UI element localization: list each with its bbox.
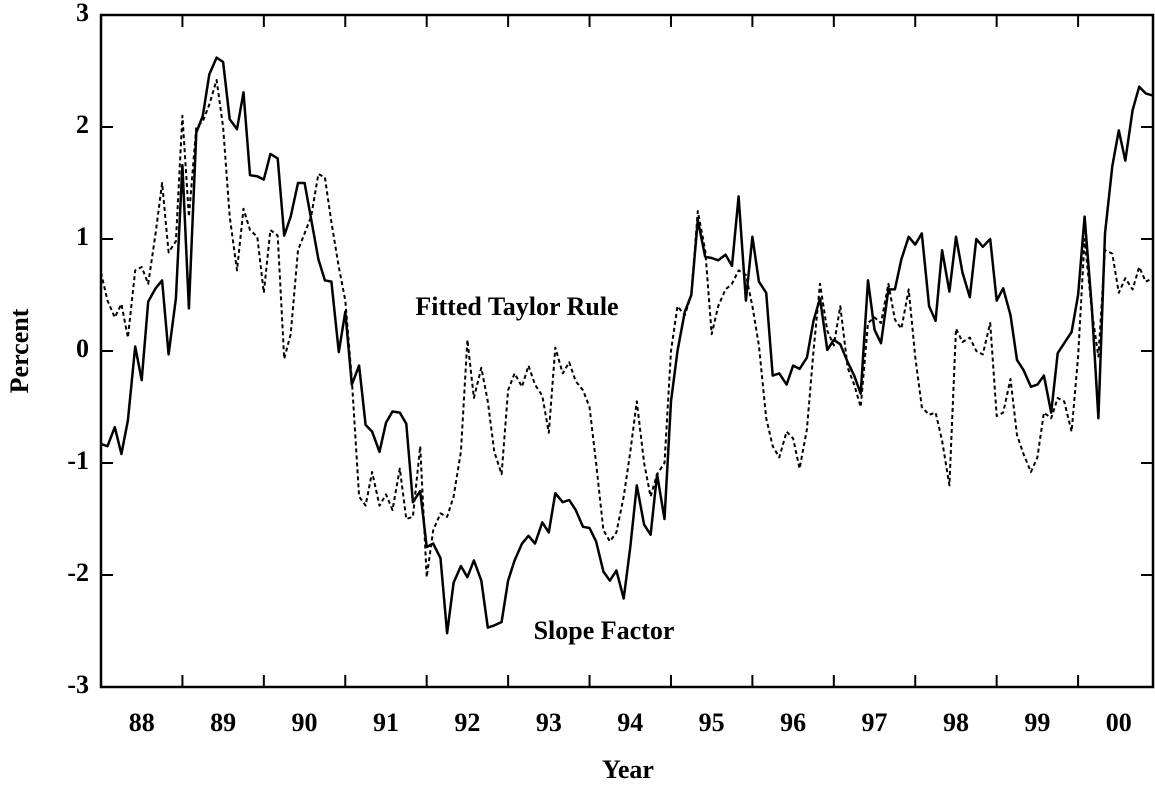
y-tick-label: -3: [67, 670, 89, 699]
x-axis-label: Year: [602, 755, 654, 784]
x-tick-label: 88: [129, 708, 155, 737]
x-tick-label: 95: [699, 708, 725, 737]
x-tick-label: 92: [454, 708, 480, 737]
x-tick-label: 00: [1106, 708, 1132, 737]
plot-frame: [99, 13, 1155, 689]
series-line: [100, 79, 1154, 579]
x-tick-label: 99: [1024, 708, 1050, 737]
annotation: Slope Factor: [534, 616, 675, 645]
y-tick-label: 1: [76, 222, 89, 251]
y-tick-label: 3: [76, 0, 89, 27]
x-tick-label: 98: [943, 708, 969, 737]
x-tick-label: 97: [862, 708, 888, 737]
x-tick-label: 91: [373, 708, 399, 737]
y-tick-label: 0: [76, 334, 89, 363]
x-tick-label: 94: [617, 708, 643, 737]
x-tick-label: 93: [536, 708, 562, 737]
annotation: Fitted Taylor Rule: [415, 292, 618, 321]
series-line: [100, 56, 1154, 635]
y-tick-label: -1: [67, 446, 89, 475]
x-tick-label: 89: [210, 708, 236, 737]
y-tick-label: 2: [76, 110, 89, 139]
x-tick-label: 90: [292, 708, 318, 737]
y-tick-label: -2: [67, 558, 89, 587]
x-tick-label: 96: [780, 708, 806, 737]
y-axis-label: Percent: [5, 308, 34, 393]
